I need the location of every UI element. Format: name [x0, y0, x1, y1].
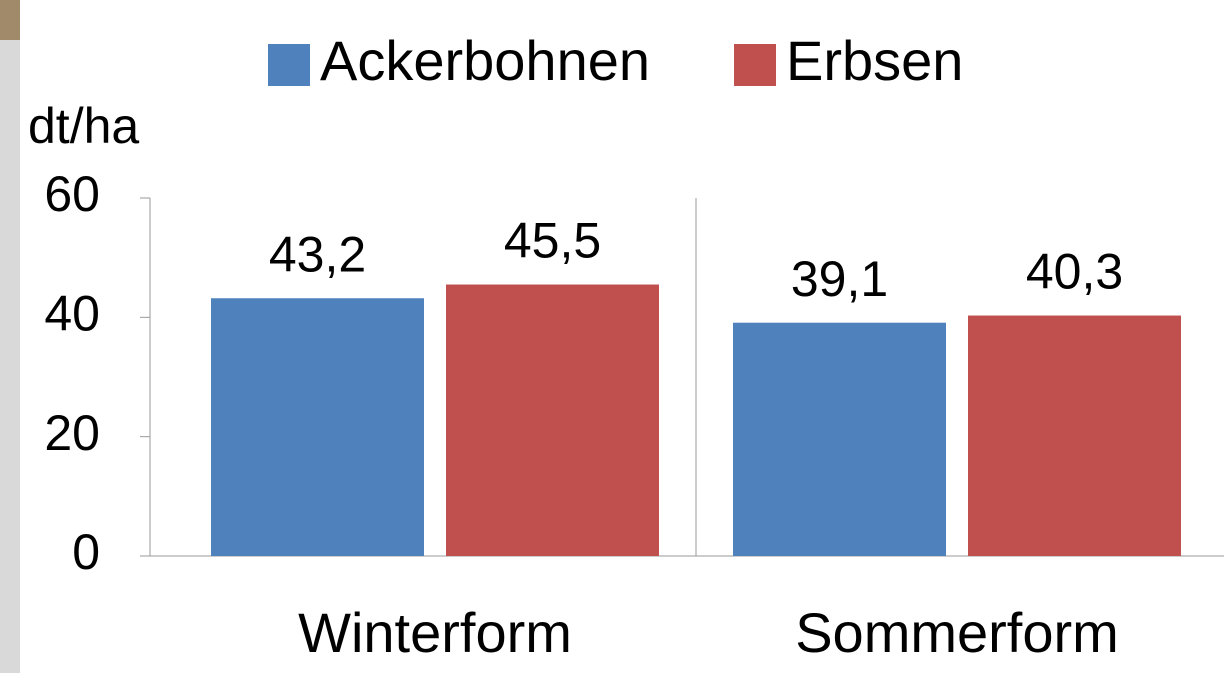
- x-tick-label: Winterform: [298, 601, 572, 664]
- y-tick-label: 20: [44, 405, 100, 461]
- y-axis-label: dt/ha: [28, 98, 139, 154]
- y-tick-label: 0: [72, 524, 100, 580]
- bar: [446, 285, 659, 556]
- value-label: 40,3: [1026, 244, 1123, 300]
- legend-label: Erbsen: [786, 29, 963, 92]
- bar: [733, 323, 946, 556]
- bar: [968, 316, 1181, 556]
- bar: [211, 298, 424, 556]
- chart: dt/ha 0 20 40 60 Winterform 43,2 45,5 Sommerfor…: [0, 0, 1224, 673]
- y-tick-label: 40: [44, 286, 100, 342]
- side-image: [0, 0, 20, 40]
- side-strip: [0, 0, 20, 673]
- value-label: 39,1: [791, 251, 888, 307]
- legend-label: Ackerbohnen: [320, 29, 650, 92]
- legend-swatch: [268, 44, 310, 86]
- legend-swatch: [734, 44, 776, 86]
- value-label: 45,5: [504, 213, 601, 269]
- value-label: 43,2: [269, 226, 366, 282]
- y-tick-label: 60: [44, 166, 100, 222]
- x-tick-label: Sommerform: [795, 601, 1119, 664]
